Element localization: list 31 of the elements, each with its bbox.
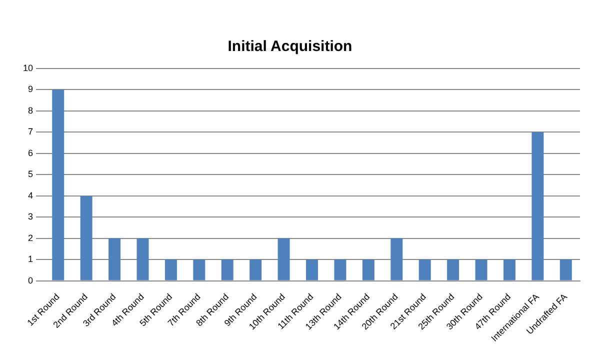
bar: [418, 260, 431, 280]
bar: [221, 260, 234, 280]
bar: [52, 90, 64, 280]
bar: [278, 238, 290, 280]
y-tick-label: 9: [28, 84, 34, 94]
bar: [390, 238, 403, 280]
y-tick-label: 5: [28, 169, 34, 180]
bar: [80, 196, 92, 280]
bar: [306, 260, 318, 280]
y-tick-label: 2: [28, 232, 34, 243]
bar: [503, 260, 516, 280]
y-tick-label: 6: [28, 148, 34, 158]
y-tick-label: 3: [28, 212, 34, 222]
bar: [164, 260, 177, 280]
y-tick-label: 1: [28, 254, 34, 264]
chart-title: Initial Acquisition: [226, 38, 354, 55]
y-tick-label: 8: [28, 105, 34, 116]
y-tick-label: 4: [28, 190, 34, 200]
bar: [193, 260, 206, 280]
y-tick-label: 7: [28, 126, 34, 137]
bar: [447, 260, 460, 280]
bar: [136, 238, 149, 280]
bar: [250, 260, 262, 280]
y-tick-label: 0: [28, 275, 34, 286]
bar: [532, 132, 544, 280]
bar: [362, 260, 374, 280]
bar: [475, 260, 488, 280]
bar: [560, 260, 572, 280]
bar: [108, 238, 121, 280]
bar: [334, 260, 346, 280]
y-tick-label: 10: [22, 62, 34, 73]
